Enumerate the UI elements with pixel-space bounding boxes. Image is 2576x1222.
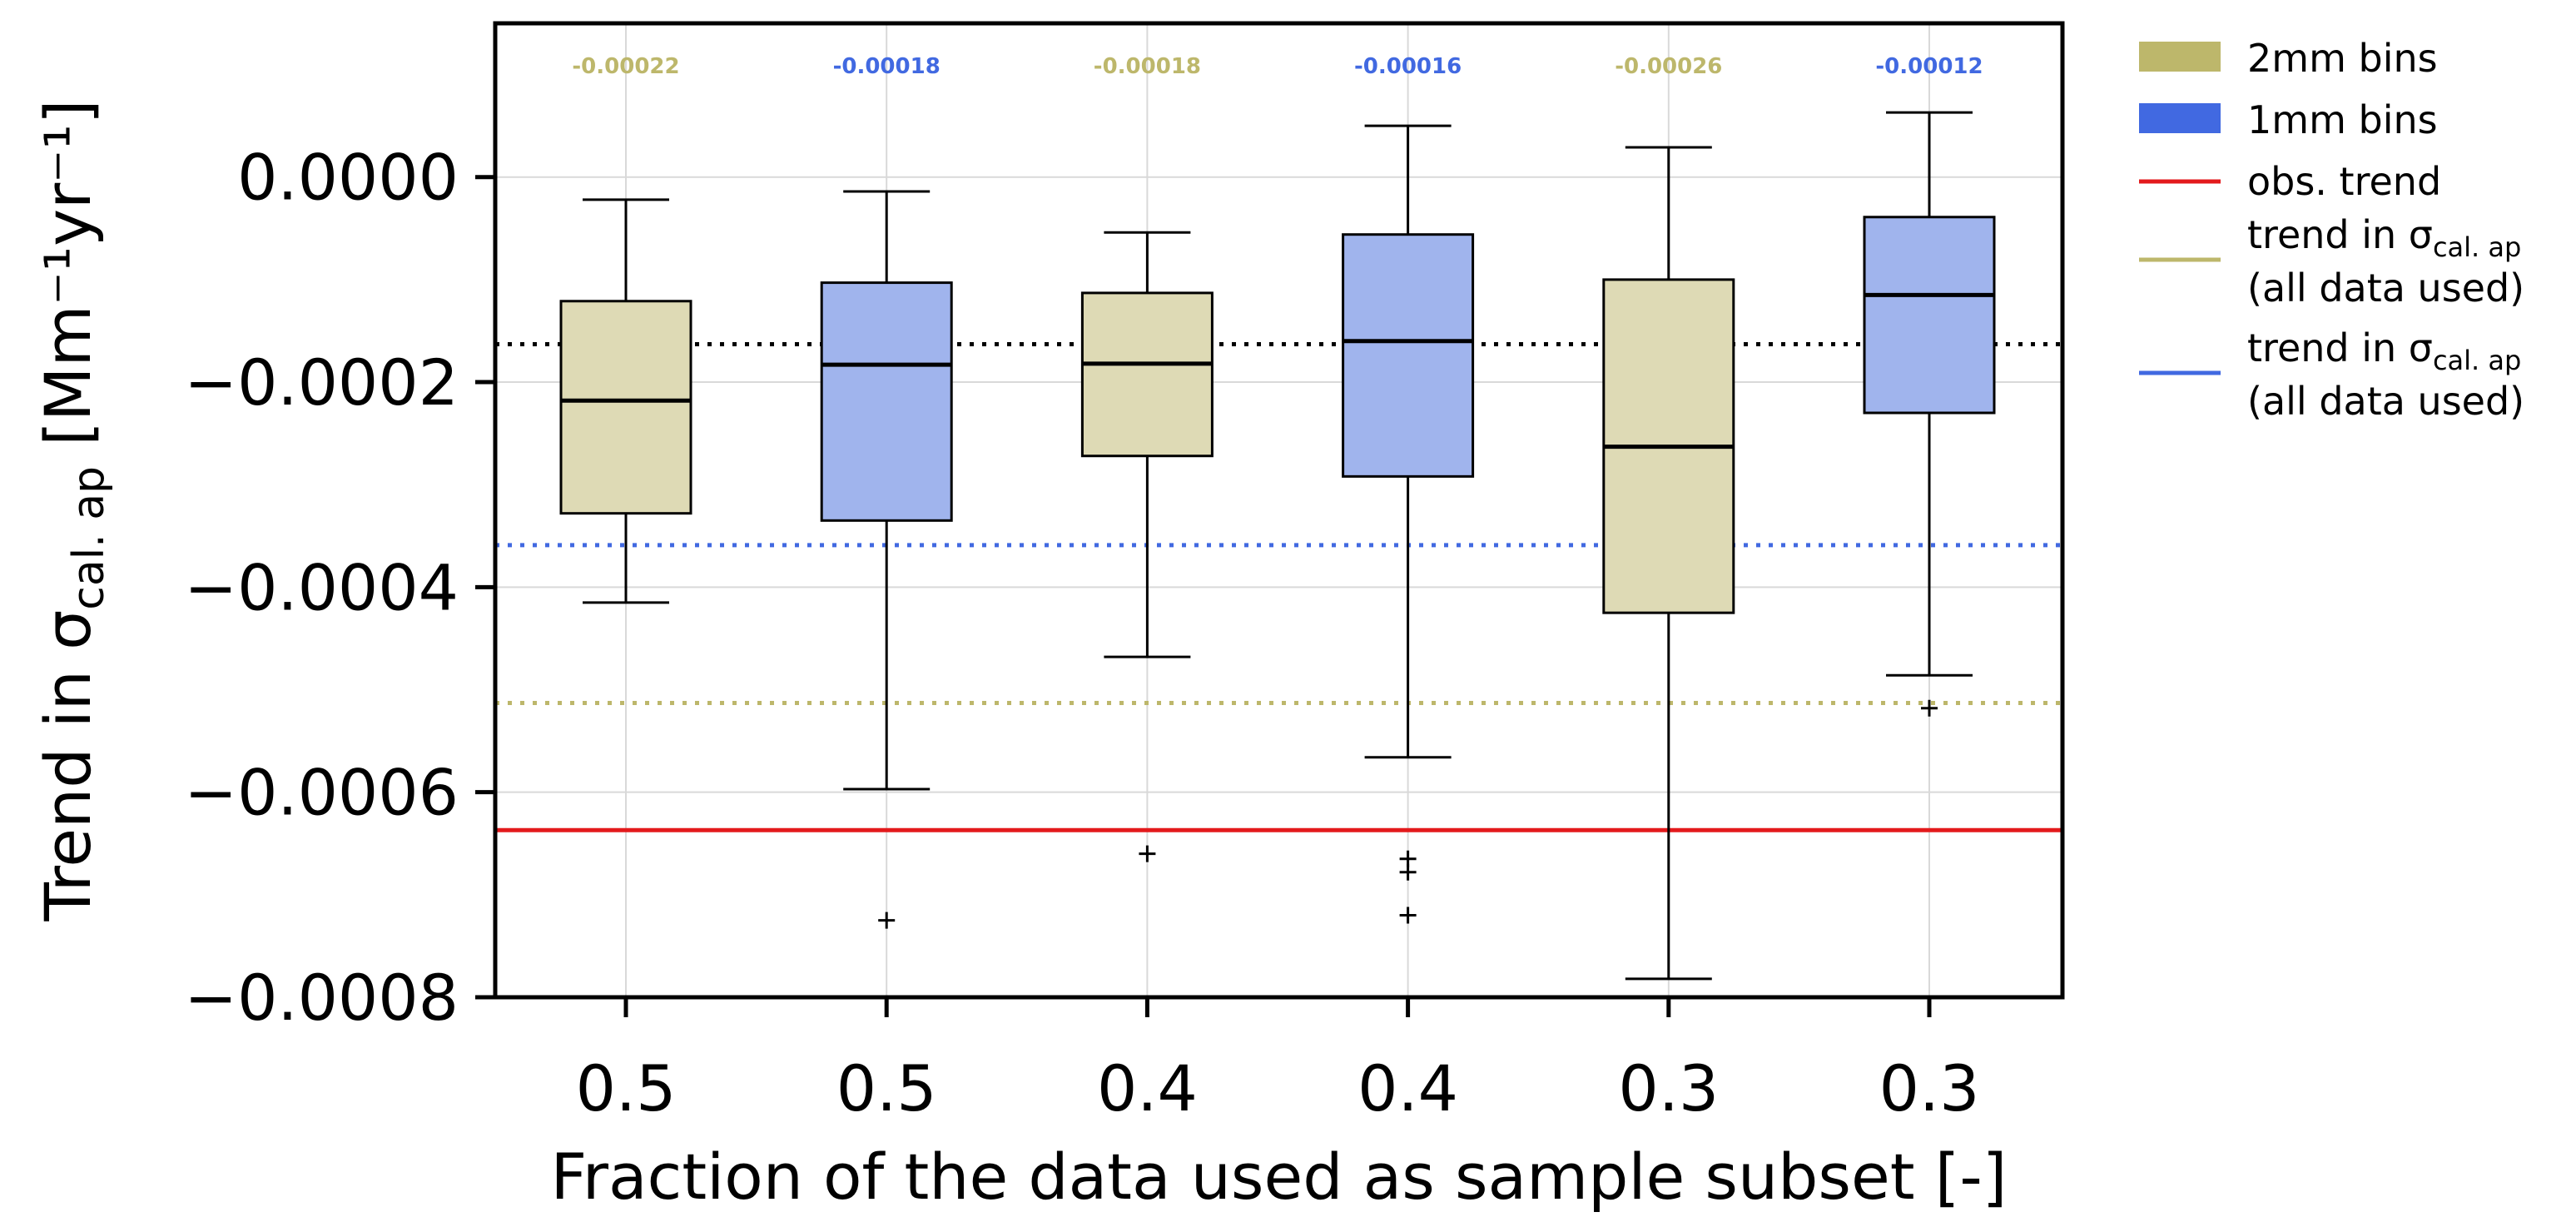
legend-label: 2mm bins [2247, 36, 2438, 81]
axes: 0.0000 −0.0002 −0.0004 −0.0006 −0.0008 0.5 0.5… [184, 141, 1979, 1125]
legend-label: trend in σcal. ap [2247, 212, 2521, 263]
x-axis-label: Fraction of the data used as sample subs… [551, 1140, 2008, 1214]
y-tick-label: −0.0002 [184, 345, 459, 420]
box-1 [559, 198, 692, 604]
median-value-label: -0.00012 [1875, 54, 1983, 79]
box-iqr [1863, 216, 1996, 415]
y-tick-label: −0.0006 [184, 756, 459, 830]
box-iqr [1080, 291, 1214, 458]
reference-lines [495, 341, 2062, 832]
outlier-marker [878, 912, 896, 929]
median-labels: -0.00022 -0.00018 -0.00018 -0.00016 -0.00026… [572, 54, 1983, 79]
outlier-marker [1399, 907, 1417, 924]
y-axis-label-subscript: cal. ap [64, 466, 114, 610]
grid [495, 23, 2062, 998]
outlier-marker [1139, 845, 1156, 862]
y-tick-label: 0.0000 [237, 141, 459, 215]
x-tick-label: 0.4 [1357, 1051, 1458, 1125]
plot-frame [493, 21, 2065, 1000]
y-tick-label: −0.0008 [184, 961, 459, 1035]
y-tick-label: −0.0004 [184, 550, 459, 624]
y-axis-label: Trend in σcal. ap [Mm⁻¹yr⁻¹] [31, 99, 114, 921]
legend-label-main: trend in σ [2247, 212, 2433, 257]
legend-label: 1mm bins [2247, 97, 2438, 142]
median-value-label: -0.00018 [833, 54, 941, 79]
median-value-label: -0.00018 [1094, 54, 1201, 79]
outlier-marker [1921, 699, 1938, 717]
legend-entry-1: 2mm bins [2139, 36, 2438, 81]
legend-label-subscript: cal. ap [2433, 231, 2521, 263]
x-tick-label: 0.5 [836, 1051, 937, 1125]
x-tick-label: 0.3 [1879, 1051, 1980, 1125]
median-value-label: -0.00026 [1615, 54, 1722, 79]
legend-label-main: trend in σ [2247, 325, 2433, 370]
legend-label-line2: (all data used) [2247, 379, 2524, 424]
legend-entry-5: trend in σcal. ap(all data used) [2139, 325, 2524, 424]
box-2 [820, 190, 953, 929]
box-iqr [820, 281, 953, 522]
legend-label-line2: (all data used) [2247, 266, 2524, 310]
legend-label: trend in σcal. ap [2247, 325, 2521, 376]
outlier-marker [1399, 863, 1417, 881]
legend-entry-3: obs. trend [2139, 159, 2441, 204]
box-iqr [1342, 233, 1475, 478]
boxes [559, 111, 1996, 981]
median-value-label: -0.00022 [572, 54, 679, 79]
x-tick-label: 0.3 [1618, 1051, 1719, 1125]
x-tick-label: 0.5 [576, 1051, 677, 1125]
legend-label-subscript: cal. ap [2433, 345, 2521, 376]
box-6 [1863, 111, 1996, 717]
legend-entry-2: 1mm bins [2139, 97, 2438, 142]
legend-entry-4: trend in σcal. ap(all data used) [2139, 212, 2524, 310]
median-value-label: -0.00016 [1354, 54, 1462, 79]
y-axis-label-units: [Mm⁻¹yr⁻¹] [31, 99, 105, 465]
y-axis-label-main: Trend in σ [31, 610, 105, 922]
box-4 [1342, 124, 1475, 924]
legend-label: obs. trend [2247, 159, 2441, 204]
legend-swatch [2139, 42, 2221, 72]
x-tick-label: 0.4 [1097, 1051, 1198, 1125]
box-5 [1602, 146, 1735, 981]
box-3 [1080, 231, 1214, 862]
legend-swatch [2139, 103, 2221, 133]
box-iqr [559, 300, 692, 515]
